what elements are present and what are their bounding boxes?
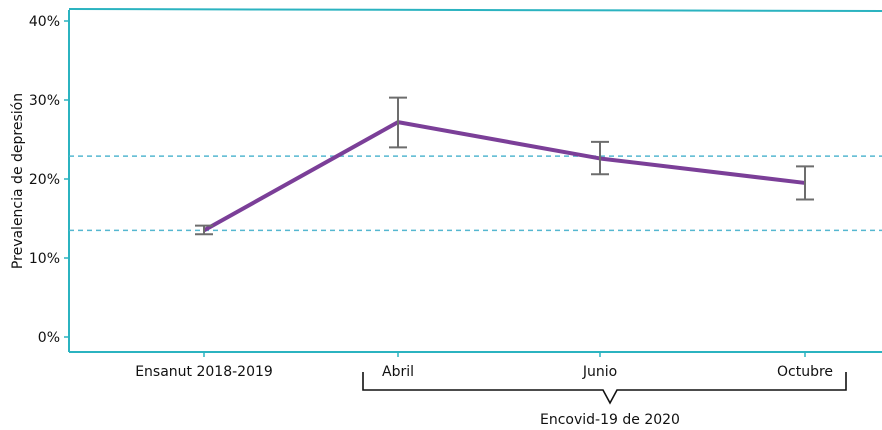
x-tick-label: Abril <box>382 364 414 380</box>
error-bar <box>591 140 609 176</box>
x-tick-label: Junio <box>582 364 617 380</box>
error-bar <box>389 96 407 149</box>
error-bars <box>195 96 814 236</box>
y-tick-label: 20% <box>29 172 60 188</box>
category-labels: Ensanut 2018-2019 Abril Junio Octubre <box>135 352 833 380</box>
series-group <box>203 120 806 233</box>
y-axis-title: Prevalencia de depresión <box>10 93 26 269</box>
y-ticks: 0% 10% 20% 30% 40% <box>29 14 69 346</box>
group-label: Encovid-19 de 2020 <box>540 412 680 428</box>
reference-lines <box>69 155 882 232</box>
y-tick-label: 40% <box>29 14 60 30</box>
top-frame-line <box>68 8 882 12</box>
error-bar <box>796 165 814 201</box>
y-tick-label: 30% <box>29 93 60 109</box>
y-tick-label: 10% <box>29 251 60 267</box>
error-bar <box>195 224 213 236</box>
group-bracket <box>362 372 847 405</box>
y-tick-label: 0% <box>38 330 60 346</box>
x-tick-label: Octubre <box>777 364 833 380</box>
x-tick-label: Ensanut 2018-2019 <box>135 364 273 380</box>
series-line <box>203 120 806 233</box>
